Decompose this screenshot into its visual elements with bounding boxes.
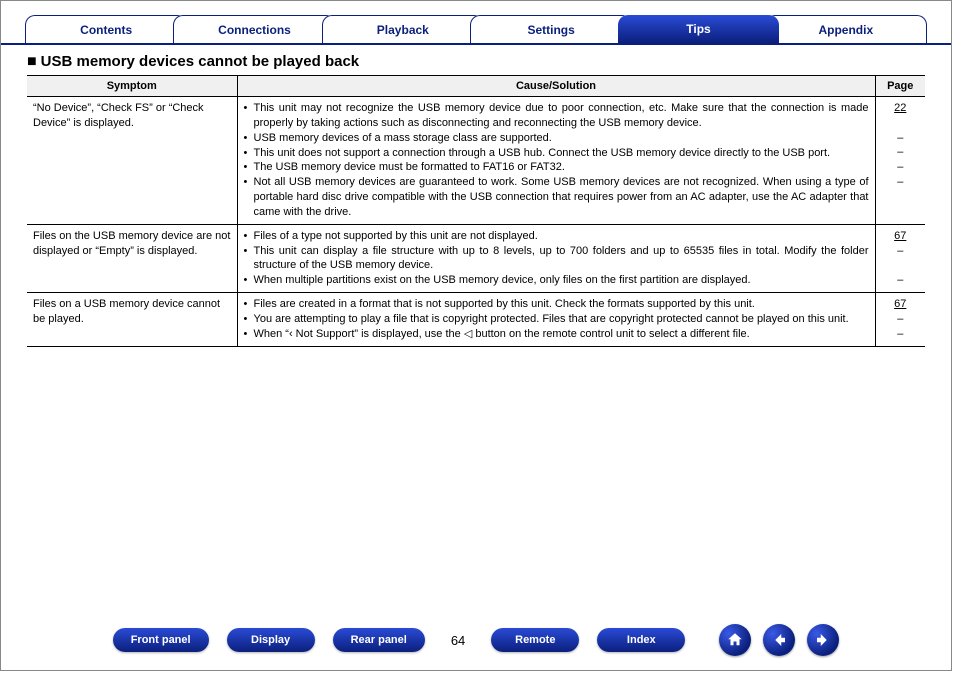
th-page: Page: [875, 76, 925, 97]
tab-appendix[interactable]: Appendix: [765, 15, 927, 43]
cause-text: This unit can display a file structure w…: [254, 244, 869, 274]
table-row: Files on the USB memory device are not d…: [27, 224, 925, 292]
page-number: 64: [439, 633, 477, 648]
bullet-icon: •: [244, 146, 254, 161]
page-link[interactable]: 67: [894, 229, 906, 244]
forward-icon[interactable]: [807, 624, 839, 656]
page-ref: –: [897, 312, 903, 327]
page-ref: –: [897, 131, 903, 146]
cause-text: This unit may not recognize the USB memo…: [254, 101, 869, 131]
back-icon[interactable]: [763, 624, 795, 656]
cause-cell: •This unit may not recognize the USB mem…: [237, 97, 875, 225]
page-link[interactable]: 67: [894, 297, 906, 312]
page-ref: –: [897, 145, 903, 160]
page-ref: –: [897, 327, 903, 342]
page-ref: –: [897, 244, 903, 259]
footer-nav: Front panel Display Rear panel 64 Remote…: [1, 624, 951, 656]
bullet-icon: •: [244, 312, 254, 327]
th-cause: Cause/Solution: [237, 76, 875, 97]
page-cell: 67––: [875, 224, 925, 292]
page-cell: 67––: [875, 293, 925, 347]
cause-text: Not all USB memory devices are guarantee…: [254, 175, 869, 220]
pill-rear-panel[interactable]: Rear panel: [333, 628, 425, 652]
page-link[interactable]: 22: [894, 101, 906, 116]
troubleshoot-table-wrap: Symptom Cause/Solution Page “No Device”,…: [1, 75, 951, 347]
pill-front-panel[interactable]: Front panel: [113, 628, 209, 652]
bullet-icon: •: [244, 160, 254, 175]
tab-contents[interactable]: Contents: [25, 15, 187, 43]
top-tabs: Contents Connections Playback Settings T…: [1, 1, 951, 45]
cause-text: The USB memory device must be formatted …: [254, 160, 869, 175]
pill-display[interactable]: Display: [227, 628, 315, 652]
bullet-icon: •: [244, 273, 254, 288]
bullet-icon: •: [244, 175, 254, 220]
bullet-icon: •: [244, 327, 254, 342]
home-icon[interactable]: [719, 624, 751, 656]
heading-text: USB memory devices cannot be played back: [41, 53, 359, 70]
page-cell: 22––––: [875, 97, 925, 225]
heading-square-icon: ■: [27, 53, 37, 70]
cause-text: Files are created in a format that is no…: [254, 297, 869, 312]
cause-text: You are attempting to play a file that i…: [254, 312, 869, 327]
bullet-icon: •: [244, 229, 254, 244]
bullet-icon: •: [244, 101, 254, 131]
table-row: Files on a USB memory device cannot be p…: [27, 293, 925, 347]
pill-remote[interactable]: Remote: [491, 628, 579, 652]
bullet-icon: •: [244, 131, 254, 146]
th-symptom: Symptom: [27, 76, 237, 97]
tab-tips[interactable]: Tips: [618, 15, 778, 43]
cause-text: When “‹ Not Support” is displayed, use t…: [254, 327, 869, 342]
cause-cell: •Files of a type not supported by this u…: [237, 224, 875, 292]
page-ref: –: [897, 273, 903, 288]
bullet-icon: •: [244, 297, 254, 312]
cause-cell: •Files are created in a format that is n…: [237, 293, 875, 347]
symptom-cell: Files on a USB memory device cannot be p…: [27, 293, 237, 347]
tab-connections[interactable]: Connections: [173, 15, 335, 43]
cause-text: When multiple partitions exist on the US…: [254, 273, 869, 288]
table-row: “No Device”, “Check FS” or “Check Device…: [27, 97, 925, 225]
bullet-icon: •: [244, 244, 254, 274]
pill-index[interactable]: Index: [597, 628, 685, 652]
cause-text: USB memory devices of a mass storage cla…: [254, 131, 869, 146]
troubleshoot-table: Symptom Cause/Solution Page “No Device”,…: [27, 75, 925, 347]
cause-text: This unit does not support a connection …: [254, 146, 869, 161]
symptom-cell: “No Device”, “Check FS” or “Check Device…: [27, 97, 237, 225]
cause-text: Files of a type not supported by this un…: [254, 229, 869, 244]
page-ref: –: [897, 175, 903, 190]
section-heading: ■USB memory devices cannot be played bac…: [1, 45, 951, 75]
tab-settings[interactable]: Settings: [470, 15, 632, 43]
page-ref: –: [897, 160, 903, 175]
tab-playback[interactable]: Playback: [322, 15, 484, 43]
symptom-cell: Files on the USB memory device are not d…: [27, 224, 237, 292]
